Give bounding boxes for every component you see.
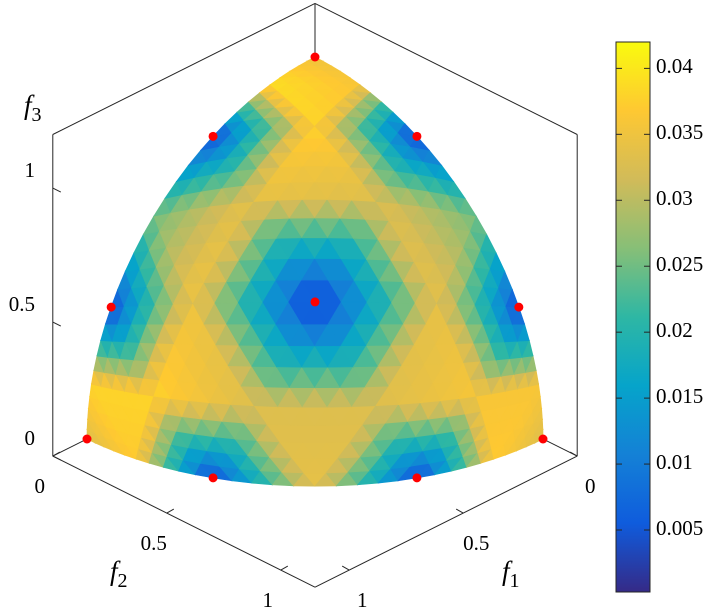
surface-patch [530, 383, 541, 401]
marker [514, 302, 524, 312]
surface-patch [528, 369, 540, 388]
surface-patch [322, 65, 341, 72]
surface-patch [525, 354, 537, 373]
marker [538, 434, 548, 444]
z-tick [52, 187, 62, 193]
box-edge [314, 2, 578, 135]
surface-patch [505, 288, 520, 308]
colorbar-tick-label: 0.015 [656, 384, 703, 408]
y-tick-label: 0 [35, 474, 46, 498]
marker [106, 302, 116, 312]
x-tick [569, 451, 578, 457]
colorbar-tick-label: 0.005 [656, 516, 703, 540]
marker [310, 297, 320, 307]
surface-patch [331, 70, 351, 78]
x-label-text: f [502, 556, 513, 586]
y-label-text: f [110, 556, 121, 586]
colorbar-tick-label: 0.04 [656, 54, 693, 78]
x-tick-label: 0.5 [463, 531, 489, 555]
surface-patch [422, 149, 443, 166]
y-tick-label: 0.5 [141, 531, 167, 555]
x-tick-label: 1 [357, 588, 368, 612]
marker [208, 473, 218, 483]
surface-patch [313, 60, 332, 67]
z-label-text: f [24, 90, 35, 120]
x-label-subscript: 1 [510, 570, 520, 592]
z-tick-label: 0.5 [9, 292, 35, 316]
marker [82, 434, 92, 444]
surface-patch [531, 395, 542, 413]
surface-patch [397, 123, 419, 137]
marker [412, 473, 422, 483]
surface-patch [362, 92, 383, 103]
surface-patch [511, 306, 526, 325]
colorbar-gradient [615, 41, 651, 593]
z-tick-label: 1 [25, 158, 36, 182]
surface-patch [521, 339, 534, 358]
axes-front: 0 0.5 1 0 0.5 1 0 0.5 1 [9, 52, 596, 612]
x-tick-label: 0 [585, 474, 596, 498]
surface-patch [458, 197, 477, 217]
surface-patch [385, 111, 406, 125]
x-axis-label: f1 [502, 556, 520, 591]
z-tick [52, 321, 62, 327]
marker [412, 131, 422, 141]
surface-patch [341, 77, 361, 86]
surface-patch [373, 101, 395, 113]
z-axis-label: f3 [24, 90, 42, 125]
surface-patch [480, 233, 497, 254]
y-tick [280, 565, 289, 571]
x-tick [455, 508, 464, 514]
surface [86, 56, 544, 487]
colorbar-tick-label: 0.02 [656, 318, 693, 342]
x-axis-line [314, 455, 578, 588]
surface-patch [447, 180, 466, 199]
x-tick [341, 565, 350, 571]
marker [208, 131, 218, 141]
surface-patch [489, 251, 506, 272]
surface-patch [498, 270, 513, 290]
colorbar-tick-label: 0.03 [656, 186, 693, 210]
colorbar: 0.005 0.01 0.015 0.02 0.025 0.03 0.035 0.04 [615, 41, 703, 593]
surface-patch [434, 164, 455, 182]
y-label-subscript: 2 [118, 570, 128, 592]
y-tick [52, 451, 61, 457]
colorbar-tick-label: 0.025 [656, 252, 703, 276]
y-axis-label: f2 [110, 556, 128, 591]
marker [310, 52, 320, 62]
z-tick [52, 455, 62, 461]
surface-patch [469, 215, 488, 235]
y-tick-label: 1 [263, 588, 274, 612]
colorbar-tick-label: 0.035 [656, 120, 703, 144]
colorbar-tick-label: 0.01 [656, 450, 693, 474]
surface-patch [533, 407, 543, 424]
z-tick-label: 0 [25, 426, 36, 450]
surface-patch [351, 84, 372, 94]
surface-patch [533, 418, 544, 435]
surface-patch [517, 323, 530, 342]
z-label-subscript: 3 [32, 104, 42, 126]
y-axis-line [52, 455, 316, 588]
box-edge [52, 2, 316, 135]
y-tick [166, 508, 175, 514]
